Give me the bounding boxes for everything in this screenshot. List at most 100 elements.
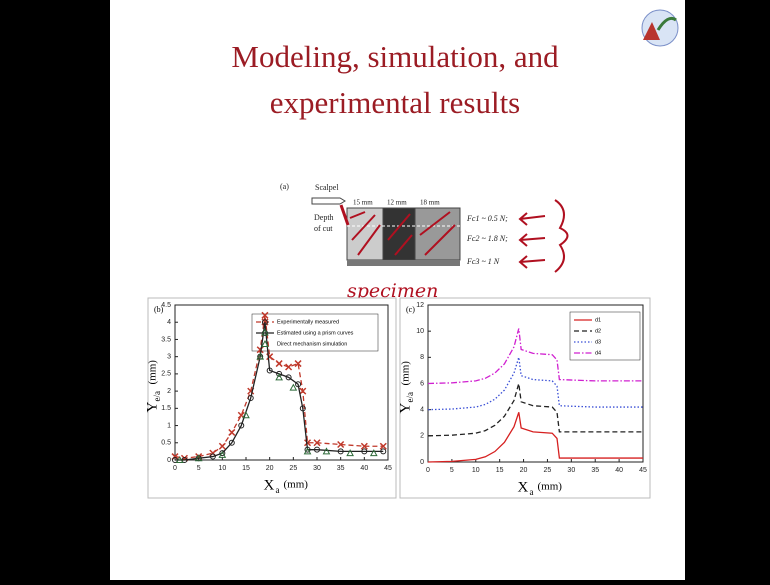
y-tick-label: 4.5: [161, 302, 171, 309]
marker: [256, 352, 265, 360]
y-axis-label: Ye/a (mm): [144, 360, 162, 413]
marker: [369, 449, 378, 457]
label: 18 mm: [420, 199, 440, 207]
y-tick-label: 4: [167, 319, 171, 326]
marker: [337, 448, 344, 455]
x-tick-label: 15: [242, 465, 250, 472]
slide-title: experimental results: [270, 85, 521, 120]
legend-label: d3: [595, 339, 601, 345]
x-tick-label: 30: [567, 467, 575, 474]
series-line: [427, 412, 643, 463]
x-tick-label: 10: [472, 467, 480, 474]
series-line: [427, 328, 643, 385]
marker: [261, 328, 269, 336]
x-axis-label: (mm): [538, 481, 563, 493]
marker: [380, 448, 387, 455]
marker: [294, 360, 302, 368]
legend-label: Direct mechanism simulation: [277, 341, 347, 347]
legend-label: d2: [595, 328, 601, 334]
y-tick-label: 0.5: [161, 440, 171, 447]
marker: [275, 373, 283, 381]
marker: [218, 450, 227, 458]
marker: [285, 363, 293, 371]
y-tick-label: 1.5: [161, 405, 171, 412]
marker: [304, 446, 311, 453]
marker: [304, 439, 312, 447]
y-tick-label: 3.5: [161, 336, 171, 343]
y-tick-label: 0: [420, 459, 424, 466]
label: Depth: [314, 213, 334, 222]
marker: [313, 439, 321, 447]
block: [382, 207, 416, 261]
marker: [337, 440, 345, 449]
marker: [361, 448, 368, 455]
marker: [256, 346, 264, 354]
marker: [360, 442, 368, 450]
label: 12 mm: [387, 199, 407, 207]
figure-a: (a) Scalpel 15 mm 12 mm 18 mm Depth of c…: [280, 182, 569, 273]
label: 15 mm: [353, 199, 373, 207]
marker: [228, 439, 235, 446]
y-axis-label: e/a: [405, 392, 415, 403]
x-tick-label: 45: [384, 465, 392, 472]
label: of cut: [314, 224, 333, 233]
y-tick-label: 2: [167, 388, 171, 395]
panel-label: (a): [280, 182, 289, 191]
panel-label: (b): [154, 305, 164, 314]
x-tick-label: 35: [337, 465, 345, 472]
marker: [181, 457, 188, 463]
force-label: Fc3 ~ 1 N: [466, 257, 500, 266]
marker: [238, 422, 245, 429]
marker: [242, 411, 250, 419]
x-tick-label: 20: [520, 467, 528, 474]
marker: [172, 457, 178, 463]
marker: [295, 381, 302, 388]
scalpel-icon: [311, 197, 346, 205]
marker: [322, 447, 331, 455]
y-tick-label: 6: [420, 380, 424, 387]
x-tick-label: 45: [639, 467, 647, 474]
force-label: Fc1 ~ 0.5 N;: [466, 214, 508, 223]
marker: [261, 339, 269, 347]
marker: [276, 370, 283, 377]
y-axis-label: Y: [144, 402, 160, 413]
plot-area: [174, 304, 389, 461]
marker: [299, 405, 306, 412]
marker: [218, 442, 226, 450]
y-tick-label: 2: [420, 433, 424, 440]
x-axis-label: X: [518, 479, 529, 495]
marker: [261, 311, 269, 319]
handwriting: specimen: [347, 280, 438, 302]
x-tick-label: 0: [173, 465, 177, 472]
x-tick-label: 0: [426, 467, 430, 474]
marker: [289, 383, 298, 391]
y-tick-label: 12: [416, 302, 424, 309]
x-axis-label: (mm): [284, 479, 309, 491]
marker: [247, 395, 254, 401]
marker: [379, 442, 387, 450]
slide-title: Modeling, simulation, and: [231, 39, 559, 74]
marker: [314, 446, 320, 453]
block: [346, 207, 384, 261]
force-label: Fc2 ~ 1.8 N;: [466, 234, 508, 243]
x-tick-label: 25: [544, 467, 552, 474]
x-axis-label: X: [264, 477, 275, 493]
marker: [285, 374, 292, 381]
y-axis-label: e/a: [152, 391, 162, 402]
y-tick-label: 2.5: [161, 371, 171, 378]
y-tick-label: 4: [420, 407, 424, 414]
marker: [346, 449, 354, 457]
x-axis-label: a: [530, 487, 534, 497]
logo: [641, 9, 679, 47]
x-tick-label: 10: [218, 465, 226, 472]
x-tick-label: 5: [450, 467, 454, 474]
marker: [219, 450, 226, 457]
marker: [299, 387, 307, 395]
x-tick-label: 30: [313, 465, 321, 472]
x-tick-label: 5: [197, 465, 201, 472]
y-tick-label: 8: [420, 354, 424, 361]
charts: (b)0 5 10 15 20 25 30 35 40 4500.511.522.533.544.…: [144, 297, 651, 499]
annotation: [339, 199, 569, 273]
